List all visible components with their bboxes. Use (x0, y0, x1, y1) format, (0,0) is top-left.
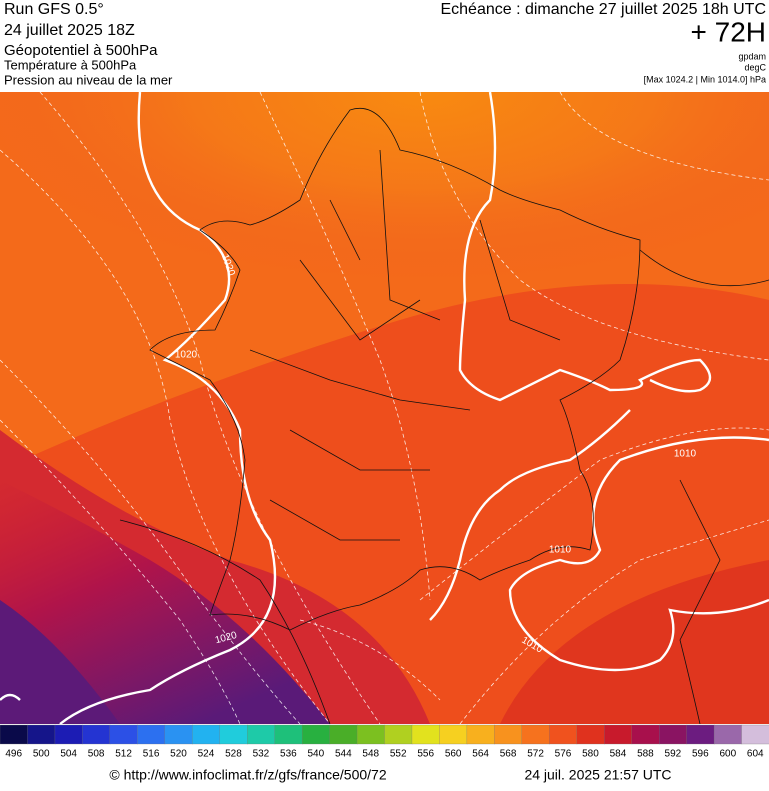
unit: degC (744, 62, 766, 72)
colorbar-cell (549, 724, 578, 745)
colorbar-label: 584 (610, 749, 627, 760)
header: Run GFS 0.5° 24 juillet 2025 18Z Géopote… (4, 1, 767, 87)
colorbar-label: 548 (362, 749, 379, 760)
colorbar-label: 496 (5, 749, 22, 760)
contour-label: 1020 (175, 350, 198, 361)
timestamp: 24 juil. 2025 21:57 UTC (524, 767, 671, 783)
colorbar-label: 592 (665, 749, 682, 760)
run: Run GFS 0.5° (4, 1, 104, 18)
title: Géopotentiel à 500hPa (4, 42, 158, 59)
colorbar-cell (82, 724, 111, 745)
colorbar-cell (164, 724, 193, 745)
colorbar-label: 520 (170, 749, 187, 760)
colorbar-cell (384, 724, 413, 745)
colorbar-label: 552 (390, 749, 407, 760)
colorbar-label: 500 (33, 749, 50, 760)
colorbar-cell (713, 724, 743, 745)
colorbar-label: 532 (253, 749, 270, 760)
colorbar-cell (274, 724, 303, 745)
colorbar-label: 572 (527, 749, 544, 760)
colorbar-label: 544 (335, 749, 352, 760)
colorbar-cell (301, 724, 331, 745)
unit: gpdam (738, 51, 766, 61)
colorbar-cell (109, 724, 138, 745)
colorbar-cell (741, 724, 769, 745)
colorbar: 496 500 504 508 512 516 520 524 528 532 536 540 544 5… (0, 724, 769, 760)
lead-time: + 72H (691, 16, 767, 47)
source-url: © http://www.infoclimat.fr/z/gfs/france/… (109, 767, 386, 783)
colorbar-label: 588 (637, 749, 654, 760)
colorbar-cell (137, 724, 166, 745)
colorbar-cell (604, 724, 633, 745)
colorbar-cell (411, 724, 441, 745)
subtitle: Pression au niveau de la mer (4, 72, 173, 87)
colorbar-label: 508 (88, 749, 105, 760)
subtitle: Température à 500hPa (4, 57, 137, 72)
colorbar-label: 516 (143, 749, 160, 760)
colorbar-label: 564 (472, 749, 489, 760)
colorbar-cell (356, 724, 386, 745)
map (0, 92, 769, 724)
colorbar-label: 536 (280, 749, 297, 760)
colorbar-cell (0, 724, 29, 745)
colorbar-cell (576, 724, 605, 745)
date: 24 juillet 2025 18Z (4, 22, 135, 39)
colorbar-cell (631, 724, 660, 745)
colorbar-label: 524 (198, 749, 215, 760)
colorbar-cell (54, 724, 84, 745)
colorbar-cell (439, 724, 468, 745)
colorbar-cell (521, 724, 550, 745)
colorbar-label: 560 (445, 749, 462, 760)
contour-label: 1010 (549, 545, 572, 556)
colorbar-label: 576 (555, 749, 572, 760)
colorbar-label: 556 (417, 749, 434, 760)
colorbar-cell (219, 724, 248, 745)
colorbar-label: 512 (115, 749, 132, 760)
colorbar-cell (466, 724, 496, 745)
colorbar-cell (329, 724, 358, 745)
contour-label: 1010 (674, 449, 697, 460)
colorbar-label: 568 (500, 749, 517, 760)
echeance: Echéance : dimanche 27 juillet 2025 18h … (440, 1, 766, 18)
pressure-range: [Max 1024.2 | Min 1014.0] hPa (644, 74, 766, 84)
colorbar-cell (192, 724, 221, 745)
colorbar-label: 600 (719, 749, 736, 760)
colorbar-label: 604 (747, 749, 764, 760)
colorbar-cell (658, 724, 688, 745)
colorbar-cell (27, 724, 56, 745)
colorbar-label: 580 (582, 749, 599, 760)
colorbar-cell (247, 724, 276, 745)
colorbar-label: 528 (225, 749, 242, 760)
colorbar-cell (494, 724, 523, 745)
colorbar-label: 596 (692, 749, 709, 760)
colorbar-label: 540 (307, 749, 324, 760)
colorbar-cell (686, 724, 715, 745)
colorbar-label: 504 (60, 749, 77, 760)
